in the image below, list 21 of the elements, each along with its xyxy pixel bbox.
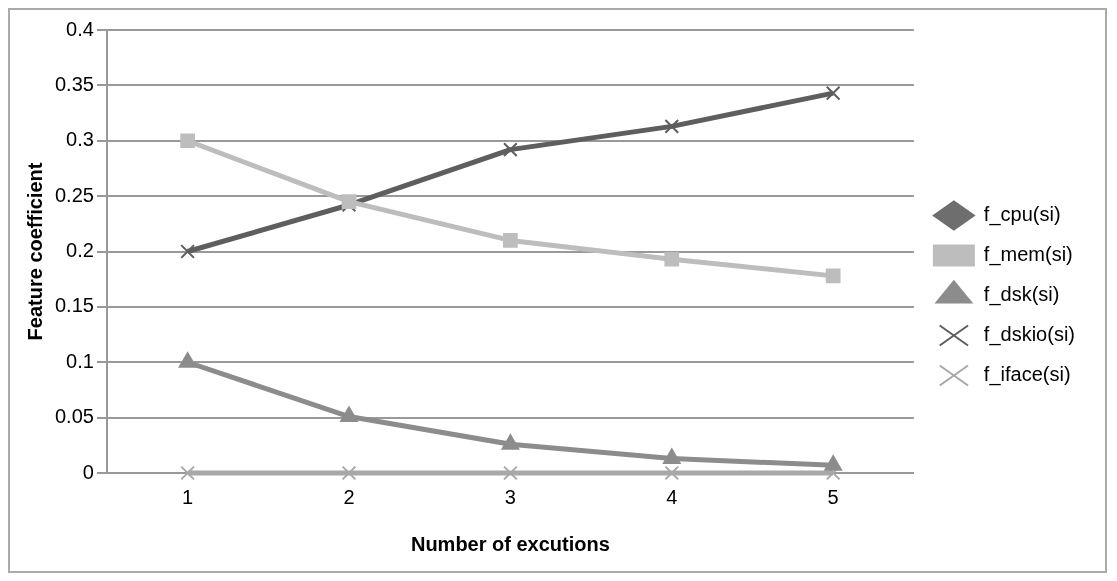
legend-label: f_dskio(si) — [983, 323, 1076, 347]
y-tick-label: 0.4 — [66, 17, 94, 40]
y-tick-label: 0.1 — [66, 349, 94, 372]
legend-label: f_dsk(si) — [983, 283, 1060, 307]
legend-label: f_mem(si) — [983, 243, 1073, 267]
y-tick-label: 0.15 — [54, 294, 94, 317]
x-tick-label: 1 — [182, 485, 194, 508]
x-tick-label: 4 — [666, 485, 678, 508]
y-axis-title: Feature coefficient — [23, 162, 46, 341]
y-tick-label: 0.35 — [54, 72, 94, 95]
x-tick-label: 5 — [827, 485, 839, 508]
legend-label: f_cpu(si) — [983, 203, 1061, 227]
y-tick-label: 0.2 — [66, 239, 94, 262]
x-tick-label: 2 — [343, 485, 355, 508]
y-tick-label: 0.3 — [66, 128, 94, 151]
x-tick-label: 3 — [504, 485, 516, 508]
legend-label: f_iface(si) — [983, 363, 1071, 387]
y-tick-label: 0.05 — [54, 405, 94, 428]
y-tick-label: 0.25 — [54, 183, 94, 206]
y-tick-label: 0 — [82, 460, 94, 483]
x-axis-title: Number of excutions — [410, 532, 610, 555]
